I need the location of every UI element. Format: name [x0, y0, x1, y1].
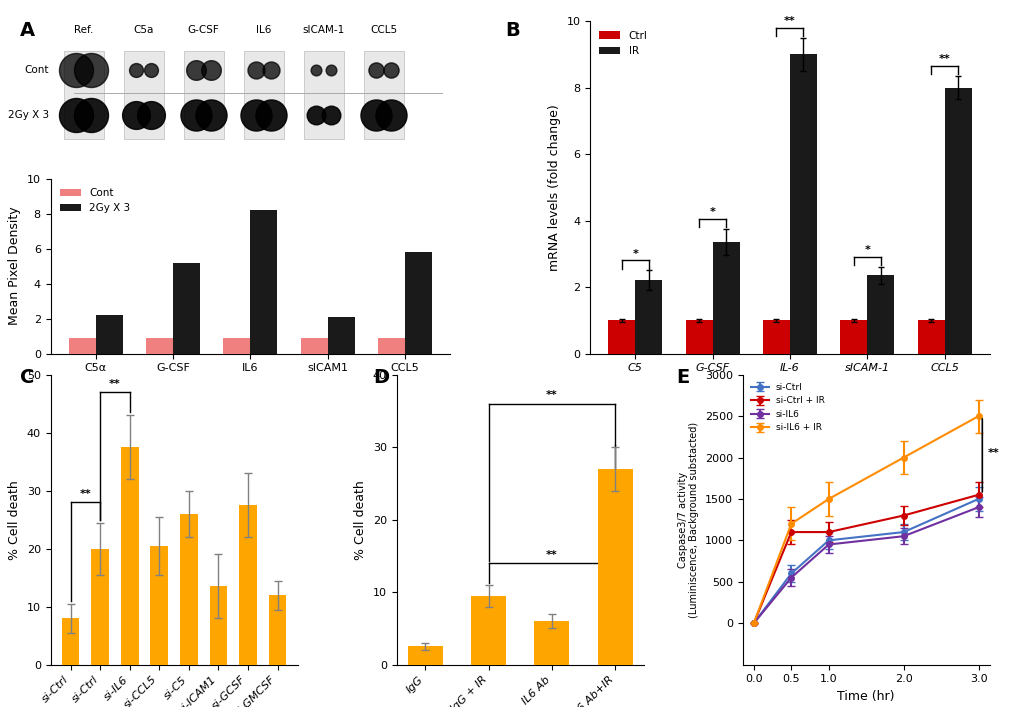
Bar	[405, 252, 432, 354]
Point	[323, 110, 339, 121]
Text: *: *	[710, 207, 715, 217]
Bar	[96, 315, 123, 354]
Bar	[534, 621, 570, 665]
Bar	[327, 317, 355, 354]
Text: **: **	[988, 448, 999, 458]
Bar	[180, 514, 198, 665]
Bar	[840, 320, 868, 354]
Bar	[223, 338, 250, 354]
Point	[308, 110, 324, 121]
Point	[69, 64, 85, 76]
Y-axis label: Caspase3/7 activity
(Luminiscence, Background substacted): Caspase3/7 activity (Luminiscence, Backg…	[678, 421, 699, 618]
Point	[83, 110, 99, 121]
Bar	[269, 595, 287, 665]
Y-axis label: % Cell death: % Cell death	[8, 480, 21, 559]
Bar	[635, 281, 663, 354]
Legend: Ctrl, IR: Ctrl, IR	[595, 26, 651, 60]
Text: C5a: C5a	[133, 25, 154, 35]
Point	[188, 64, 204, 76]
Text: *: *	[632, 249, 638, 259]
Point	[83, 64, 99, 76]
Text: E: E	[677, 368, 690, 387]
Text: D: D	[374, 368, 390, 387]
Point	[203, 110, 219, 121]
Y-axis label: % Cell death: % Cell death	[355, 480, 368, 559]
Text: **: **	[80, 489, 91, 499]
Text: **: **	[546, 549, 558, 559]
Bar	[91, 549, 109, 665]
Bar	[790, 54, 817, 354]
Text: IL6: IL6	[256, 25, 272, 35]
Text: B: B	[505, 21, 520, 40]
Bar	[146, 338, 173, 354]
Bar	[378, 338, 405, 354]
Y-axis label: mRNA levels (fold change): mRNA levels (fold change)	[547, 104, 561, 271]
Point	[323, 64, 339, 76]
Text: **: **	[784, 16, 796, 26]
Point	[188, 110, 204, 121]
FancyBboxPatch shape	[124, 52, 164, 139]
FancyBboxPatch shape	[243, 52, 284, 139]
Bar	[471, 596, 506, 665]
Legend: si-Ctrl, si-Ctrl + IR, si-IL6, si-IL6 + IR: si-Ctrl, si-Ctrl + IR, si-IL6, si-IL6 + …	[747, 379, 828, 436]
Text: **: **	[546, 390, 558, 400]
Text: *: *	[865, 245, 871, 255]
Bar	[301, 338, 327, 354]
Point	[308, 64, 324, 76]
Bar	[763, 320, 790, 354]
FancyBboxPatch shape	[364, 52, 404, 139]
FancyBboxPatch shape	[64, 52, 104, 139]
Point	[69, 110, 85, 121]
Text: G-CSF: G-CSF	[188, 25, 219, 35]
Point	[143, 110, 160, 121]
Y-axis label: Mean Pixel Density: Mean Pixel Density	[8, 207, 21, 325]
Bar	[713, 243, 739, 354]
Bar	[598, 469, 632, 665]
Bar	[944, 88, 972, 354]
Point	[128, 110, 144, 121]
Point	[128, 64, 144, 76]
Bar	[209, 586, 227, 665]
Bar	[69, 338, 96, 354]
Bar	[173, 262, 200, 354]
Point	[248, 110, 265, 121]
Point	[248, 64, 265, 76]
Point	[203, 64, 219, 76]
Point	[369, 110, 385, 121]
X-axis label: Time (hr): Time (hr)	[837, 690, 895, 703]
Point	[383, 110, 399, 121]
Point	[143, 64, 160, 76]
Text: sICAM-1: sICAM-1	[303, 25, 344, 35]
Text: CCL5: CCL5	[370, 25, 397, 35]
Bar	[121, 448, 138, 665]
Point	[263, 110, 279, 121]
Bar	[150, 546, 169, 665]
FancyBboxPatch shape	[304, 52, 343, 139]
Bar	[868, 276, 894, 354]
Bar	[917, 320, 944, 354]
Text: **: **	[938, 54, 950, 64]
Text: Cont: Cont	[24, 65, 48, 75]
Point	[263, 64, 279, 76]
Text: 2Gy X 3: 2Gy X 3	[8, 110, 48, 120]
Bar	[408, 646, 442, 665]
Text: A: A	[20, 21, 35, 40]
FancyBboxPatch shape	[184, 52, 223, 139]
Bar	[686, 320, 713, 354]
Legend: Cont, 2Gy X 3: Cont, 2Gy X 3	[56, 184, 134, 218]
Text: C: C	[20, 368, 34, 387]
Bar	[608, 320, 635, 354]
Bar	[239, 506, 257, 665]
Text: Ref.: Ref.	[74, 25, 94, 35]
Point	[369, 64, 385, 76]
Point	[383, 64, 399, 76]
Bar	[62, 618, 80, 665]
Text: **: **	[109, 379, 121, 389]
Bar	[250, 210, 278, 354]
